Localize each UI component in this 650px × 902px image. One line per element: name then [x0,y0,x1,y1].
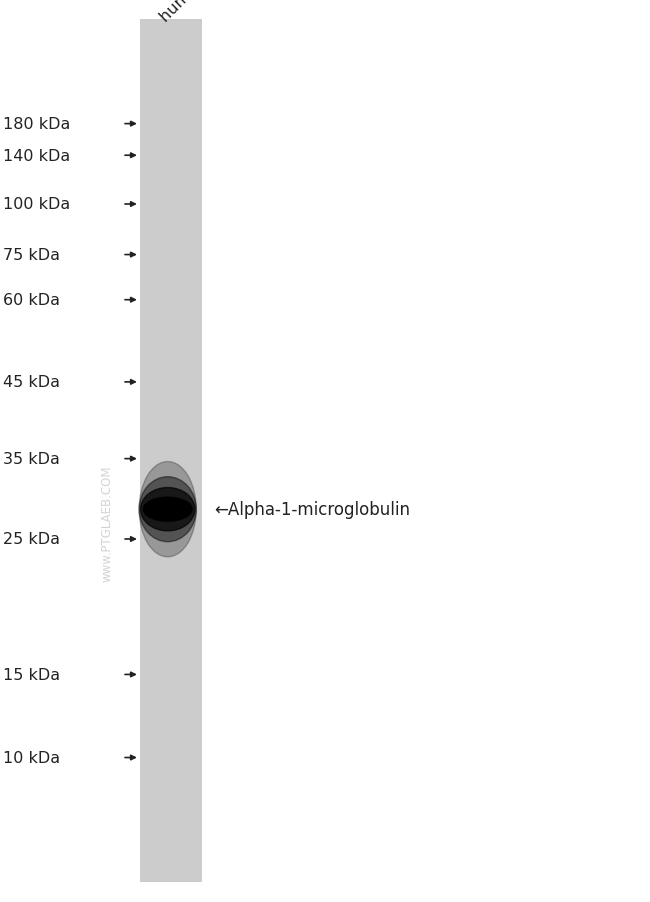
Text: 140 kDa: 140 kDa [3,149,70,163]
Text: 100 kDa: 100 kDa [3,198,70,212]
Ellipse shape [139,462,196,557]
Text: 15 kDa: 15 kDa [3,667,60,682]
Text: 35 kDa: 35 kDa [3,452,60,466]
Text: 45 kDa: 45 kDa [3,375,60,390]
Text: 60 kDa: 60 kDa [3,293,60,308]
Text: ←Alpha-1-microglobulin: ←Alpha-1-microglobulin [214,501,411,519]
Ellipse shape [144,498,192,521]
Text: 75 kDa: 75 kDa [3,248,60,262]
Text: 25 kDa: 25 kDa [3,532,60,547]
Text: 180 kDa: 180 kDa [3,117,71,132]
Text: www.PTGLAEB.COM: www.PTGLAEB.COM [101,465,114,582]
Ellipse shape [139,477,196,542]
Text: 10 kDa: 10 kDa [3,750,60,765]
Text: human plasma: human plasma [157,0,252,25]
Bar [140,20,202,882]
Ellipse shape [140,488,195,531]
